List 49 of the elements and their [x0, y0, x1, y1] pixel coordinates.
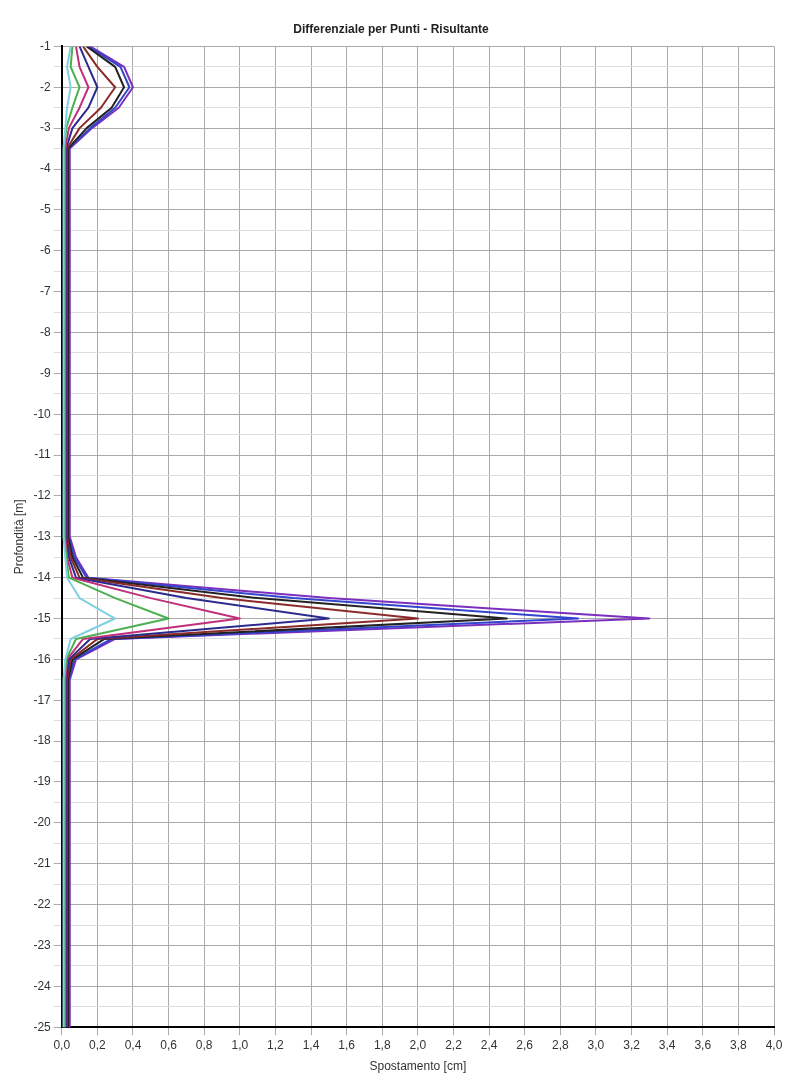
y-tick-label: -17: [33, 692, 52, 707]
y-tick-label: -12: [33, 488, 52, 503]
x-tick-label: 0,8: [195, 1037, 213, 1052]
x-tick-label: 1,2: [267, 1037, 285, 1052]
x-tick-label: 1,4: [302, 1037, 320, 1052]
x-axis-title: Spostamento [cm]: [369, 1059, 467, 1074]
y-tick-label: -7: [40, 283, 52, 298]
y-tick-label: -10: [33, 406, 52, 421]
y-tick-label: -2: [40, 79, 52, 94]
y-tick-label: -15: [33, 610, 52, 625]
x-tick-label: 0,4: [124, 1037, 142, 1052]
y-axis-title: Profondità [m]: [11, 499, 26, 575]
x-tick-label: 1,6: [338, 1037, 356, 1052]
y-tick-label: -24: [33, 978, 52, 993]
y-tick-label: -8: [40, 324, 52, 339]
y-tick-label: -5: [40, 202, 52, 217]
x-tick-label: 2,6: [516, 1037, 534, 1052]
x-tick-label: 4,0: [765, 1037, 783, 1052]
y-tick-label: -25: [33, 1019, 52, 1034]
x-tick-label: 3,2: [623, 1037, 641, 1052]
x-tick-label: 2,0: [409, 1037, 427, 1052]
x-tick-label: 0,6: [160, 1037, 178, 1052]
y-tick-label: -19: [33, 774, 52, 789]
chart-title: Differenziale per Punti - Risultante: [293, 21, 489, 36]
y-tick-label: -9: [40, 365, 52, 380]
y-tick-label: -1: [40, 38, 52, 53]
x-tick-label: 1,8: [373, 1037, 391, 1052]
y-tick-label: -16: [33, 651, 52, 666]
x-tick-label: 2,2: [445, 1037, 463, 1052]
x-tick-label: 2,8: [551, 1037, 569, 1052]
y-tick-label: -23: [33, 937, 52, 952]
y-tick-label: -18: [33, 733, 52, 748]
y-tick-label: -6: [40, 243, 52, 258]
y-tick-label: -13: [33, 529, 52, 544]
y-tick-label: -21: [33, 856, 52, 871]
y-tick-label: -4: [40, 161, 52, 176]
x-tick-label: 3,4: [658, 1037, 676, 1052]
y-tick-label: -11: [34, 447, 52, 462]
y-tick-label: -20: [33, 815, 52, 830]
x-tick-label: 0,2: [89, 1037, 107, 1052]
y-tick-label: -14: [33, 569, 52, 584]
x-tick-label: 3,0: [587, 1037, 605, 1052]
x-tick-label: 3,6: [694, 1037, 712, 1052]
x-tick-label: 2,4: [480, 1037, 498, 1052]
x-tick-label: 3,8: [730, 1037, 748, 1052]
y-tick-label: -22: [33, 896, 52, 911]
x-tick-label: 0,0: [53, 1037, 71, 1052]
x-tick-label: 1,0: [231, 1037, 249, 1052]
y-tick-label: -3: [40, 120, 52, 135]
